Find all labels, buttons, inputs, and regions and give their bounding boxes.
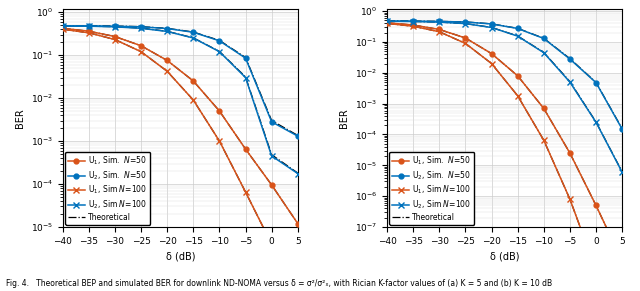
U$_2$, Sim.  $N$=50 (410, 19, 417, 23)
U$_2$, Sim $N$=100 (618, 171, 626, 174)
U$_2$, Sim $N$=100 (410, 20, 417, 23)
U$_2$, Sim $N$=100 (111, 25, 119, 29)
Line: U$_1$, Sim.  $N$=50: U$_1$, Sim. $N$=50 (60, 26, 300, 226)
U$_1$, Sim $N$=100 (410, 24, 417, 28)
U$_1$, Sim.  $N$=50 (514, 74, 522, 78)
U$_1$, Sim.  $N$=50 (163, 59, 171, 62)
U$_1$, Sim $N$=100 (592, 268, 600, 272)
Y-axis label: BER: BER (15, 108, 25, 128)
U$_2$, Sim $N$=100 (514, 34, 522, 38)
U$_1$, Sim.  $N$=50 (410, 23, 417, 27)
U$_2$, Sim.  $N$=50 (592, 81, 600, 84)
U$_2$, Sim $N$=100 (592, 120, 600, 124)
Line: U$_2$, Sim $N$=100: U$_2$, Sim $N$=100 (60, 24, 301, 176)
U$_2$, Sim $N$=100 (85, 24, 93, 28)
U$_2$, Sim $N$=100 (294, 172, 301, 175)
U$_1$, Sim.  $N$=50 (294, 222, 301, 225)
U$_2$, Sim.  $N$=50 (189, 31, 197, 34)
U$_2$, Sim.  $N$=50 (242, 56, 250, 60)
U$_2$, Sim.  $N$=50 (137, 25, 145, 29)
U$_1$, Sim $N$=100 (111, 38, 119, 41)
U$_2$, Sim.  $N$=50 (461, 20, 469, 24)
Y-axis label: BER: BER (339, 108, 349, 128)
U$_2$, Sim $N$=100 (59, 24, 67, 28)
U$_1$, Sim.  $N$=50 (383, 21, 391, 24)
U$_1$, Sim $N$=100 (435, 30, 443, 33)
U$_1$, Sim.  $N$=50 (137, 44, 145, 47)
U$_2$, Sim.  $N$=50 (85, 24, 93, 28)
U$_1$, Sim.  $N$=50 (435, 28, 443, 31)
U$_1$, Sim.  $N$=50 (216, 109, 223, 113)
U$_2$, Sim $N$=100 (488, 26, 495, 29)
U$_2$, Sim.  $N$=50 (111, 24, 119, 28)
U$_1$, Sim $N$=100 (540, 139, 548, 142)
U$_2$, Sim $N$=100 (242, 76, 250, 79)
Line: U$_2$, Sim $N$=100: U$_2$, Sim $N$=100 (384, 19, 625, 175)
Legend: U$_1$, Sim.  $N$=50, U$_2$, Sim.  $N$=50, U$_1$, Sim $N$=100, U$_2$, Sim $N$=100: U$_1$, Sim. $N$=50, U$_2$, Sim. $N$=50, … (389, 152, 474, 225)
Line: U$_1$, Sim $N$=100: U$_1$, Sim $N$=100 (60, 26, 301, 291)
X-axis label: δ (dB): δ (dB) (490, 251, 519, 261)
U$_1$, Sim.  $N$=50 (268, 183, 275, 187)
U$_1$, Sim $N$=100 (242, 190, 250, 194)
U$_1$, Sim.  $N$=50 (592, 204, 600, 207)
U$_1$, Sim $N$=100 (268, 242, 275, 246)
U$_2$, Sim.  $N$=50 (514, 27, 522, 30)
U$_2$, Sim.  $N$=50 (435, 20, 443, 23)
U$_1$, Sim.  $N$=50 (618, 259, 626, 262)
U$_2$, Sim $N$=100 (189, 36, 197, 40)
U$_1$, Sim $N$=100 (163, 70, 171, 73)
U$_2$, Sim $N$=100 (540, 51, 548, 54)
U$_2$, Sim.  $N$=50 (59, 24, 67, 28)
U$_2$, Sim.  $N$=50 (618, 127, 626, 131)
U$_1$, Sim $N$=100 (216, 139, 223, 143)
U$_1$, Sim $N$=100 (59, 27, 67, 31)
U$_2$, Sim $N$=100 (216, 50, 223, 54)
Line: U$_1$, Sim $N$=100: U$_1$, Sim $N$=100 (384, 21, 625, 291)
Text: Fig. 4.   Theoretical BEP and simulated BER for downlink ND-NOMA versus δ = σ²/σ: Fig. 4. Theoretical BEP and simulated BE… (6, 279, 552, 288)
U$_2$, Sim.  $N$=50 (268, 120, 275, 124)
U$_2$, Sim $N$=100 (566, 80, 573, 84)
U$_1$, Sim.  $N$=50 (59, 26, 67, 30)
U$_1$, Sim $N$=100 (189, 98, 197, 102)
X-axis label: δ (dB): δ (dB) (166, 251, 195, 261)
U$_1$, Sim $N$=100 (383, 22, 391, 25)
U$_2$, Sim $N$=100 (383, 19, 391, 23)
U$_1$, Sim $N$=100 (566, 197, 573, 201)
U$_1$, Sim.  $N$=50 (189, 79, 197, 83)
U$_2$, Sim.  $N$=50 (294, 134, 301, 138)
U$_1$, Sim $N$=100 (488, 62, 495, 65)
U$_2$, Sim $N$=100 (461, 22, 469, 25)
U$_2$, Sim $N$=100 (137, 26, 145, 30)
U$_1$, Sim $N$=100 (514, 94, 522, 97)
U$_2$, Sim.  $N$=50 (540, 37, 548, 40)
U$_2$, Sim.  $N$=50 (488, 22, 495, 26)
U$_2$, Sim $N$=100 (268, 154, 275, 158)
U$_1$, Sim.  $N$=50 (488, 52, 495, 55)
U$_1$, Sim.  $N$=50 (85, 29, 93, 33)
Line: U$_2$, Sim.  $N$=50: U$_2$, Sim. $N$=50 (385, 19, 625, 132)
U$_1$, Sim.  $N$=50 (111, 35, 119, 38)
Line: U$_1$, Sim.  $N$=50: U$_1$, Sim. $N$=50 (385, 20, 625, 263)
U$_1$, Sim.  $N$=50 (566, 151, 573, 155)
U$_1$, Sim $N$=100 (461, 42, 469, 45)
Legend: U$_1$, Sim.  $N$=50, U$_2$, Sim.  $N$=50, U$_1$, Sim $N$=100, U$_2$, Sim $N$=100: U$_1$, Sim. $N$=50, U$_2$, Sim. $N$=50, … (65, 152, 150, 225)
U$_1$, Sim $N$=100 (137, 50, 145, 54)
U$_1$, Sim.  $N$=50 (242, 147, 250, 151)
U$_1$, Sim.  $N$=50 (540, 107, 548, 110)
Line: U$_2$, Sim.  $N$=50: U$_2$, Sim. $N$=50 (60, 23, 300, 139)
U$_1$, Sim $N$=100 (85, 31, 93, 35)
U$_2$, Sim $N$=100 (435, 20, 443, 24)
U$_2$, Sim.  $N$=50 (216, 39, 223, 42)
U$_2$, Sim.  $N$=50 (163, 27, 171, 30)
U$_1$, Sim.  $N$=50 (461, 36, 469, 40)
U$_2$, Sim.  $N$=50 (383, 19, 391, 23)
U$_2$, Sim $N$=100 (163, 30, 171, 33)
U$_2$, Sim.  $N$=50 (566, 57, 573, 61)
